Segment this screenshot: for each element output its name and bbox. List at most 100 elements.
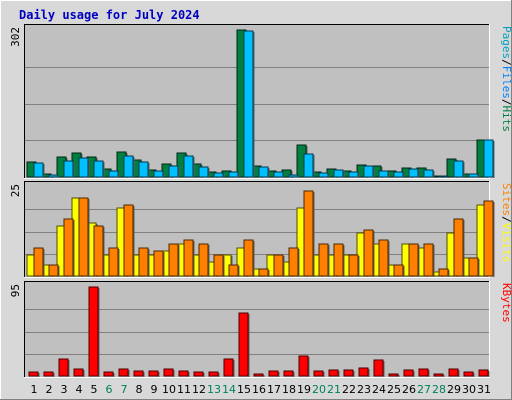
bar-files-day-2 — [48, 174, 60, 178]
bar-fill — [268, 370, 279, 377]
bar-kbytes-day-17 — [268, 370, 280, 377]
bar-files-day-19 — [303, 153, 315, 178]
x-tick-label-day-25: 25 — [387, 383, 401, 396]
bar-fill — [238, 312, 249, 377]
bar-kbytes-day-1 — [28, 371, 40, 377]
bar-fill — [333, 243, 344, 277]
bar-fill — [198, 166, 209, 178]
bar-sites-day-7 — [123, 204, 135, 277]
bar-fill — [288, 247, 299, 277]
x-tick-label-day-7: 7 — [121, 383, 128, 396]
bar-files-day-17 — [273, 171, 285, 178]
bar-files-day-26 — [408, 168, 420, 178]
bar-files-day-4 — [78, 157, 90, 178]
x-tick-label-day-22: 22 — [342, 383, 356, 396]
x-tick-label-day-12: 12 — [192, 383, 206, 396]
bar-fill — [123, 204, 134, 277]
x-tick-label-day-1: 1 — [31, 383, 38, 396]
bar-fill — [183, 239, 194, 277]
bar-sites-day-28 — [438, 268, 450, 277]
bar-kbytes-day-24 — [373, 359, 385, 377]
bar-fill — [363, 165, 374, 178]
x-tick-label-day-24: 24 — [372, 383, 386, 396]
bar-kbytes-day-10 — [163, 368, 175, 377]
bar-kbytes-day-12 — [193, 371, 205, 377]
bar-fill — [253, 373, 264, 377]
bar-fill — [228, 264, 239, 277]
panel-max-label: 25 — [9, 184, 22, 197]
bar-fill — [478, 369, 489, 377]
bar-sites-day-16 — [258, 268, 270, 277]
panel-max-label: 95 — [9, 284, 22, 297]
bar-fill — [153, 250, 164, 277]
bar-fill — [28, 371, 39, 377]
bar-kbytes-day-16 — [253, 373, 265, 377]
panel-side-label-part: KBytes — [500, 283, 512, 323]
bar-files-day-16 — [258, 166, 270, 178]
bar-files-day-5 — [93, 160, 105, 178]
bar-fill — [213, 254, 224, 277]
bar-fill — [468, 257, 479, 277]
bar-fill — [283, 370, 294, 377]
bar-fill — [48, 264, 59, 277]
bar-files-day-15 — [243, 30, 255, 178]
x-tick-label-day-21: 21 — [327, 383, 341, 396]
x-tick-label-day-9: 9 — [151, 383, 158, 396]
bar-sites-day-15 — [243, 239, 255, 277]
bar-kbytes-day-14 — [223, 358, 235, 377]
bar-sites-day-5 — [93, 225, 105, 277]
bar-kbytes-day-7 — [118, 368, 130, 377]
x-tick-label-day-4: 4 — [76, 383, 83, 396]
bar-fill — [258, 268, 269, 277]
bar-fill — [243, 30, 254, 178]
bar-fill — [178, 370, 189, 377]
bar-sites-day-12 — [198, 243, 210, 277]
bar-sites-day-19 — [303, 190, 315, 277]
bar-fill — [183, 155, 194, 178]
bar-sites-day-22 — [348, 254, 360, 277]
bar-fill — [153, 170, 164, 178]
bar-kbytes-day-30 — [463, 371, 475, 377]
x-tick-label-day-29: 29 — [447, 383, 461, 396]
x-tick-label-day-11: 11 — [177, 383, 191, 396]
bar-sites-day-9 — [153, 250, 165, 277]
bar-fill — [138, 161, 149, 178]
panel-visits: 25 Sites/Visits — [9, 181, 512, 278]
bar-fill — [298, 355, 309, 377]
x-axis-ticks: 1 2 3 4 5 6 7 8 9 10 11 12 13 14 15 16 17 18 19 20 21 22 23 24 2… — [31, 383, 492, 396]
bar-sites-day-17 — [273, 254, 285, 277]
x-tick-label-day-15: 15 — [237, 383, 251, 396]
bar-sites-day-14 — [228, 264, 240, 277]
bar-sites-day-11 — [183, 239, 195, 277]
bar-files-day-31 — [483, 139, 495, 178]
x-tick-label-day-3: 3 — [61, 383, 68, 396]
bar-fill — [78, 197, 89, 277]
bar-files-day-12 — [198, 166, 210, 178]
bar-fill — [348, 171, 359, 178]
bar-fill — [328, 369, 339, 377]
bar-fill — [88, 286, 99, 377]
bar-sites-day-23 — [363, 229, 375, 277]
bar-files-day-23 — [363, 165, 375, 178]
bar-fill — [373, 359, 384, 377]
x-tick-label-day-8: 8 — [136, 383, 143, 396]
x-tick-label-day-19: 19 — [297, 383, 311, 396]
bar-fill — [148, 370, 159, 377]
panel-background — [24, 24, 490, 179]
bar-kbytes-day-21 — [328, 369, 340, 377]
bar-kbytes-day-20 — [313, 370, 325, 377]
bar-kbytes-day-23 — [358, 367, 370, 377]
x-tick-label-day-16: 16 — [252, 383, 266, 396]
bar-fill — [418, 368, 429, 377]
bar-fill — [468, 173, 479, 178]
bar-files-day-30 — [468, 173, 480, 178]
x-tick-label-day-28: 28 — [432, 383, 446, 396]
x-tick-label-day-14: 14 — [222, 383, 236, 396]
bar-files-day-11 — [183, 155, 195, 178]
bar-fill — [423, 169, 434, 178]
bar-kbytes-day-25 — [388, 373, 400, 377]
bar-fill — [223, 358, 234, 377]
bar-kbytes-day-11 — [178, 370, 190, 377]
series-sites — [33, 190, 495, 277]
bar-fill — [388, 373, 399, 377]
